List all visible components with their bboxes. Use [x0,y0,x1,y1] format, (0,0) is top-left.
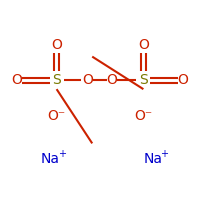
Text: S: S [139,73,148,87]
Text: O⁻: O⁻ [47,109,66,123]
Text: O: O [83,73,94,87]
Text: S: S [52,73,61,87]
Text: O: O [177,73,188,87]
Text: O⁻: O⁻ [134,109,153,123]
Text: +: + [58,149,66,159]
Text: +: + [160,149,168,159]
Text: Na: Na [41,152,60,166]
Text: O: O [51,38,62,52]
Text: Na: Na [143,152,162,166]
Text: O: O [12,73,23,87]
Text: O: O [138,38,149,52]
Text: O: O [106,73,117,87]
